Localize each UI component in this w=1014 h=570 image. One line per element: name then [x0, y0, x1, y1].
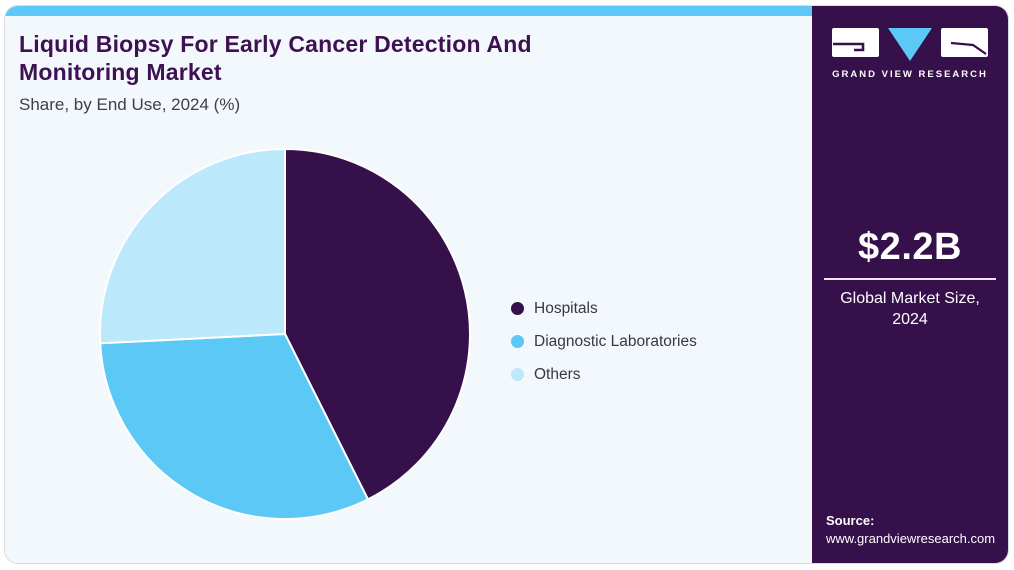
- market-size-block: $2.2B Global Market Size, 2024: [812, 226, 1008, 330]
- brand-logo: GRAND VIEW RESEARCH: [812, 28, 1008, 80]
- pie-slice-others: [99, 148, 286, 345]
- logo-g-icon: [832, 28, 879, 57]
- page-title: Liquid Biopsy For Early Cancer Detection…: [19, 31, 532, 85]
- page-subtitle: Share, by End Use, 2024 (%): [19, 95, 241, 114]
- legend-label: Hospitals: [534, 299, 598, 317]
- logo-r-icon: [941, 28, 988, 57]
- legend: Hospitals Diagnostic Laboratories Others: [511, 292, 697, 391]
- source-block: Source: www.grandviewresearch.com: [812, 512, 1008, 563]
- source-label: Source:: [826, 513, 875, 528]
- infographic-card: Liquid Biopsy For Early Cancer Detection…: [4, 5, 1009, 564]
- legend-swatch-icon: [511, 302, 524, 315]
- source-url[interactable]: www.grandviewresearch.com: [826, 531, 996, 546]
- header: Liquid Biopsy For Early Cancer Detection…: [19, 30, 629, 115]
- market-size-value: $2.2B: [858, 226, 962, 268]
- pie-slice-hospitals: [284, 148, 471, 501]
- legend-item: Diagnostic Laboratories: [511, 325, 697, 358]
- chart-panel: Liquid Biopsy For Early Cancer Detection…: [5, 6, 812, 563]
- pie-chart: [99, 148, 471, 520]
- top-accent-bar: [5, 6, 812, 16]
- legend-item: Others: [511, 358, 697, 391]
- pie-chart-container: [95, 144, 475, 524]
- sidebar-spacer: [812, 330, 1008, 512]
- brand-name: GRAND VIEW RESEARCH: [832, 69, 988, 80]
- market-size-divider: [824, 278, 996, 280]
- logo-glyphs: [832, 28, 988, 61]
- market-size-label: Global Market Size, 2024: [840, 290, 980, 328]
- legend-item: Hospitals: [511, 292, 697, 325]
- legend-label: Diagnostic Laboratories: [534, 332, 697, 350]
- sidebar: GRAND VIEW RESEARCH $2.2B Global Market …: [812, 6, 1008, 563]
- legend-swatch-icon: [511, 335, 524, 348]
- logo-v-icon: [888, 28, 932, 61]
- legend-label: Others: [534, 365, 581, 383]
- pie-slice-diagnostic-laboratories: [99, 333, 369, 520]
- legend-swatch-icon: [511, 368, 524, 381]
